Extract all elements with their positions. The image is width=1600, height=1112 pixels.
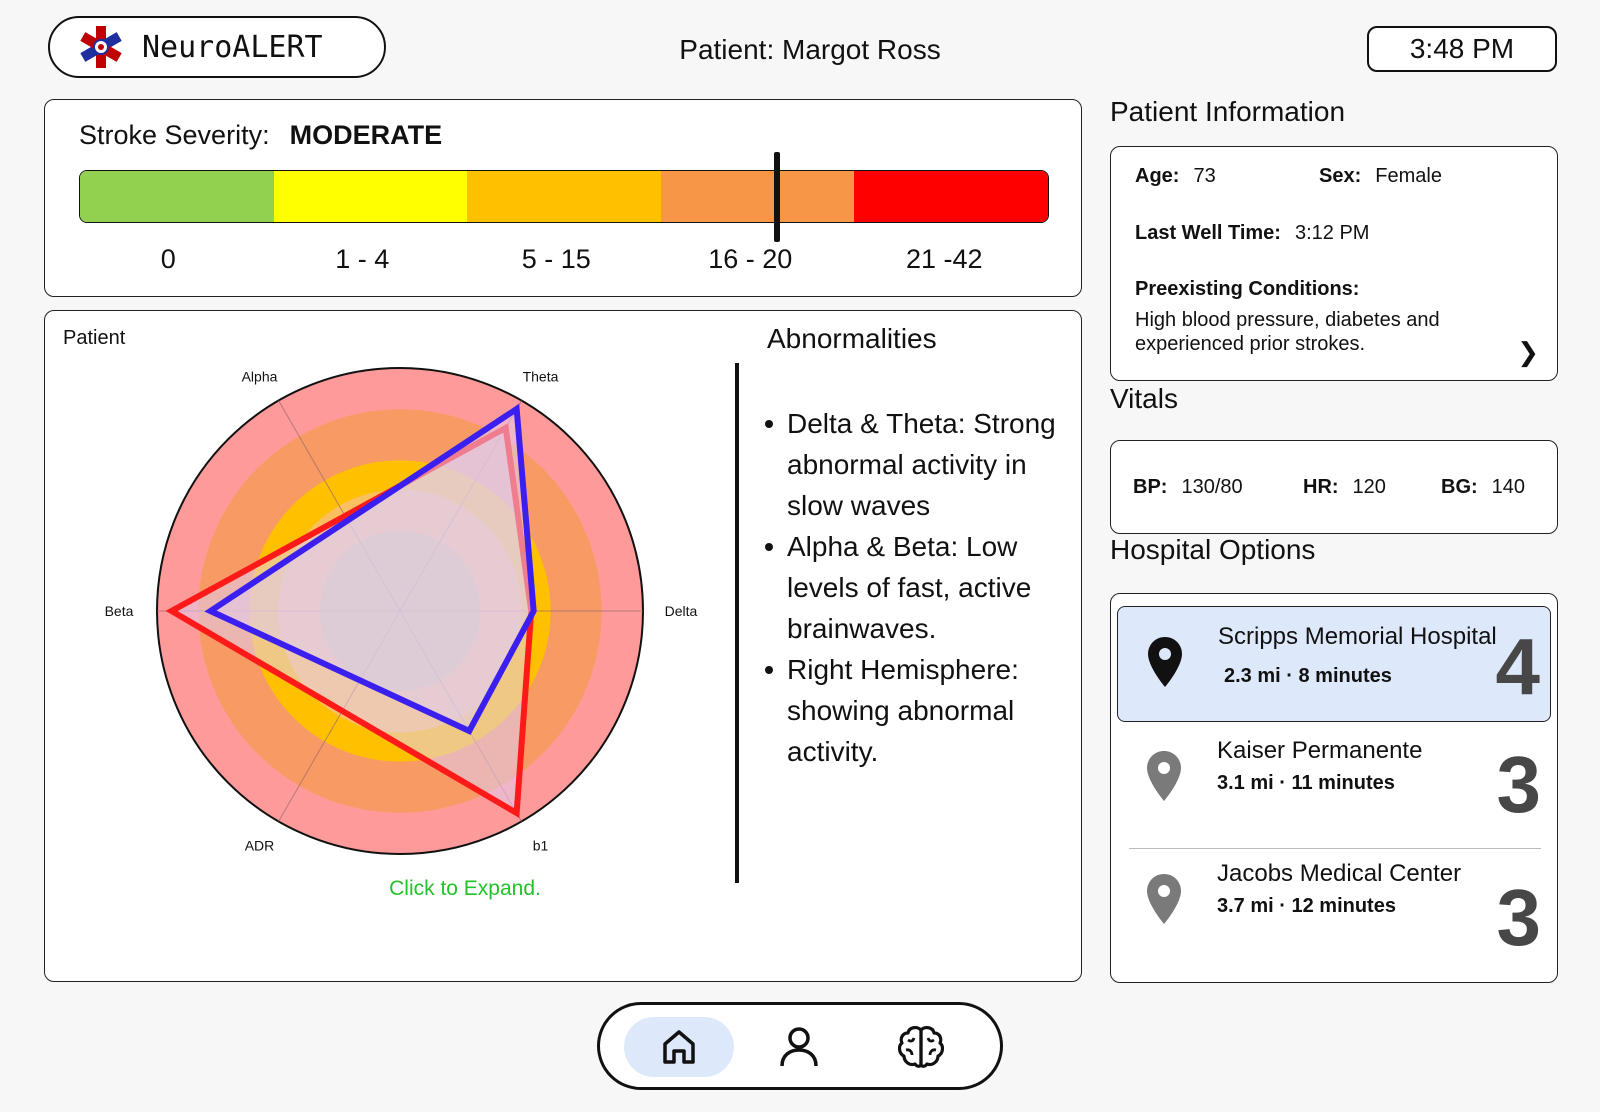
hospital-rank: 4 — [1495, 622, 1541, 711]
profile-icon — [780, 1027, 818, 1067]
radar-chart[interactable]: Theta Delta b1 ADR Beta Alpha — [45, 311, 735, 911]
hospital-option[interactable]: Jacobs Medical Center 3.7 mi · 12 minute… — [1117, 852, 1551, 968]
nav-profile-button[interactable] — [744, 1017, 854, 1077]
radar-axis-label: b1 — [533, 838, 549, 854]
abnormalities-title: Abnormalities — [767, 323, 937, 354]
hospital-options-card: Scripps Memorial Hospital 2.3 mi · 8 min… — [1110, 593, 1558, 983]
expand-link[interactable]: Click to Expand. — [389, 877, 541, 900]
map-pin-icon — [1147, 874, 1181, 924]
severity-marker — [774, 152, 781, 242]
severity-segment — [854, 171, 1048, 222]
bottom-nav — [597, 1002, 1003, 1090]
map-pin-icon — [1148, 637, 1182, 687]
patient-info-title: Patient Information — [1110, 96, 1346, 127]
radar-series — [204, 403, 537, 735]
vitals-card: BP: 130/80 HR: 120 BG: 140 — [1110, 440, 1558, 534]
sex-row: Sex: Female — [1319, 165, 1442, 187]
nav-brain-button[interactable] — [866, 1017, 976, 1077]
divider — [735, 363, 739, 883]
home-icon — [663, 1030, 695, 1064]
patient-name: Patient: Margot Ross — [679, 34, 941, 65]
hospital-name: Scripps Memorial Hospital — [1218, 623, 1497, 650]
vitals-title: Vitals — [1110, 383, 1178, 414]
radar-axis-label: Alpha — [242, 368, 278, 384]
hospital-meta: 3.7 mi · 12 minutes — [1217, 895, 1396, 917]
hospital-rank: 3 — [1496, 873, 1542, 962]
radar-title: Patient — [63, 327, 126, 349]
nav-home-button[interactable] — [624, 1017, 734, 1077]
app-logo[interactable]: NeuroALERT — [48, 16, 386, 78]
eeg-radar-card[interactable]: Patient Theta Delta b1 ADR Beta Alpha Click t… — [44, 310, 1082, 982]
abnormality-item: Alpha & Beta: Low levels of fast, active… — [765, 526, 1077, 649]
radar-axis-label: Beta — [105, 603, 134, 619]
bg-value: BG: 140 — [1441, 476, 1526, 498]
clock: 3:48 PM — [1367, 26, 1557, 72]
severity-level: MODERATE — [289, 120, 443, 150]
map-pin-icon — [1147, 751, 1181, 801]
hr-value: HR: 120 — [1303, 476, 1386, 498]
age-row: Age: 73 — [1135, 165, 1216, 187]
severity-range-label: 5 - 15 — [521, 244, 591, 274]
severity-range-label: 16 - 20 — [708, 244, 793, 274]
star-of-life-icon — [80, 26, 122, 68]
abnormality-item: Delta & Theta: Strong abnormal activity … — [765, 403, 1077, 526]
hospital-name: Jacobs Medical Center — [1217, 860, 1462, 887]
patient-info-card[interactable]: Age: 73 Sex: Female Last Well Time: 3:12 PM… — [1110, 146, 1558, 381]
severity-range-label: 21 -42 — [905, 244, 983, 274]
severity-range-label: 0 — [160, 244, 176, 274]
severity-label: Stroke Severity: — [79, 120, 270, 150]
stroke-severity-card: Stroke Severity: MODERATE 0 1 - 4 5 - 15 16 … — [44, 99, 1082, 297]
severity-segment — [273, 171, 468, 222]
conditions-text: High blood pressure, diabetes and — [1135, 309, 1440, 331]
abnormalities-list: Delta & Theta: Strong abnormal activity … — [765, 403, 1077, 772]
abnormality-item: Right Hemisphere: showing abnormal activ… — [765, 649, 1077, 772]
hospital-name: Kaiser Permanente — [1217, 737, 1423, 764]
chevron-right-icon[interactable]: ❯ — [1517, 337, 1539, 367]
hospital-meta: 3.1 mi · 11 minutes — [1217, 772, 1395, 794]
divider — [1129, 848, 1541, 849]
hospital-meta: 2.3 mi · 8 minutes — [1224, 665, 1392, 687]
severity-title: Stroke Severity: MODERATE — [79, 120, 442, 151]
bp-value: BP: 130/80 — [1133, 476, 1243, 498]
conditions-label: Preexisting Conditions: — [1135, 278, 1360, 300]
radar-axis-label: ADR — [245, 838, 275, 854]
hospital-options-title: Hospital Options — [1110, 534, 1316, 565]
severity-range-label: 1 - 4 — [335, 244, 390, 274]
app-name: NeuroALERT — [142, 29, 323, 65]
hospital-option[interactable]: Kaiser Permanente 3.1 mi · 11 minutes 3 — [1117, 729, 1551, 841]
brain-icon — [897, 1026, 945, 1068]
severity-bar — [79, 170, 1049, 223]
last-well-row: Last Well Time: 3:12 PM — [1135, 222, 1370, 244]
severity-segment — [660, 171, 855, 222]
hospital-option[interactable]: Scripps Memorial Hospital 2.3 mi · 8 min… — [1117, 606, 1551, 722]
conditions-text: experienced prior strokes. — [1135, 333, 1366, 355]
radar-axis-label: Theta — [523, 368, 559, 384]
severity-segment — [467, 171, 661, 222]
hospital-rank: 3 — [1496, 740, 1542, 829]
severity-segment — [80, 171, 274, 222]
radar-axis-label: Delta — [665, 603, 698, 619]
